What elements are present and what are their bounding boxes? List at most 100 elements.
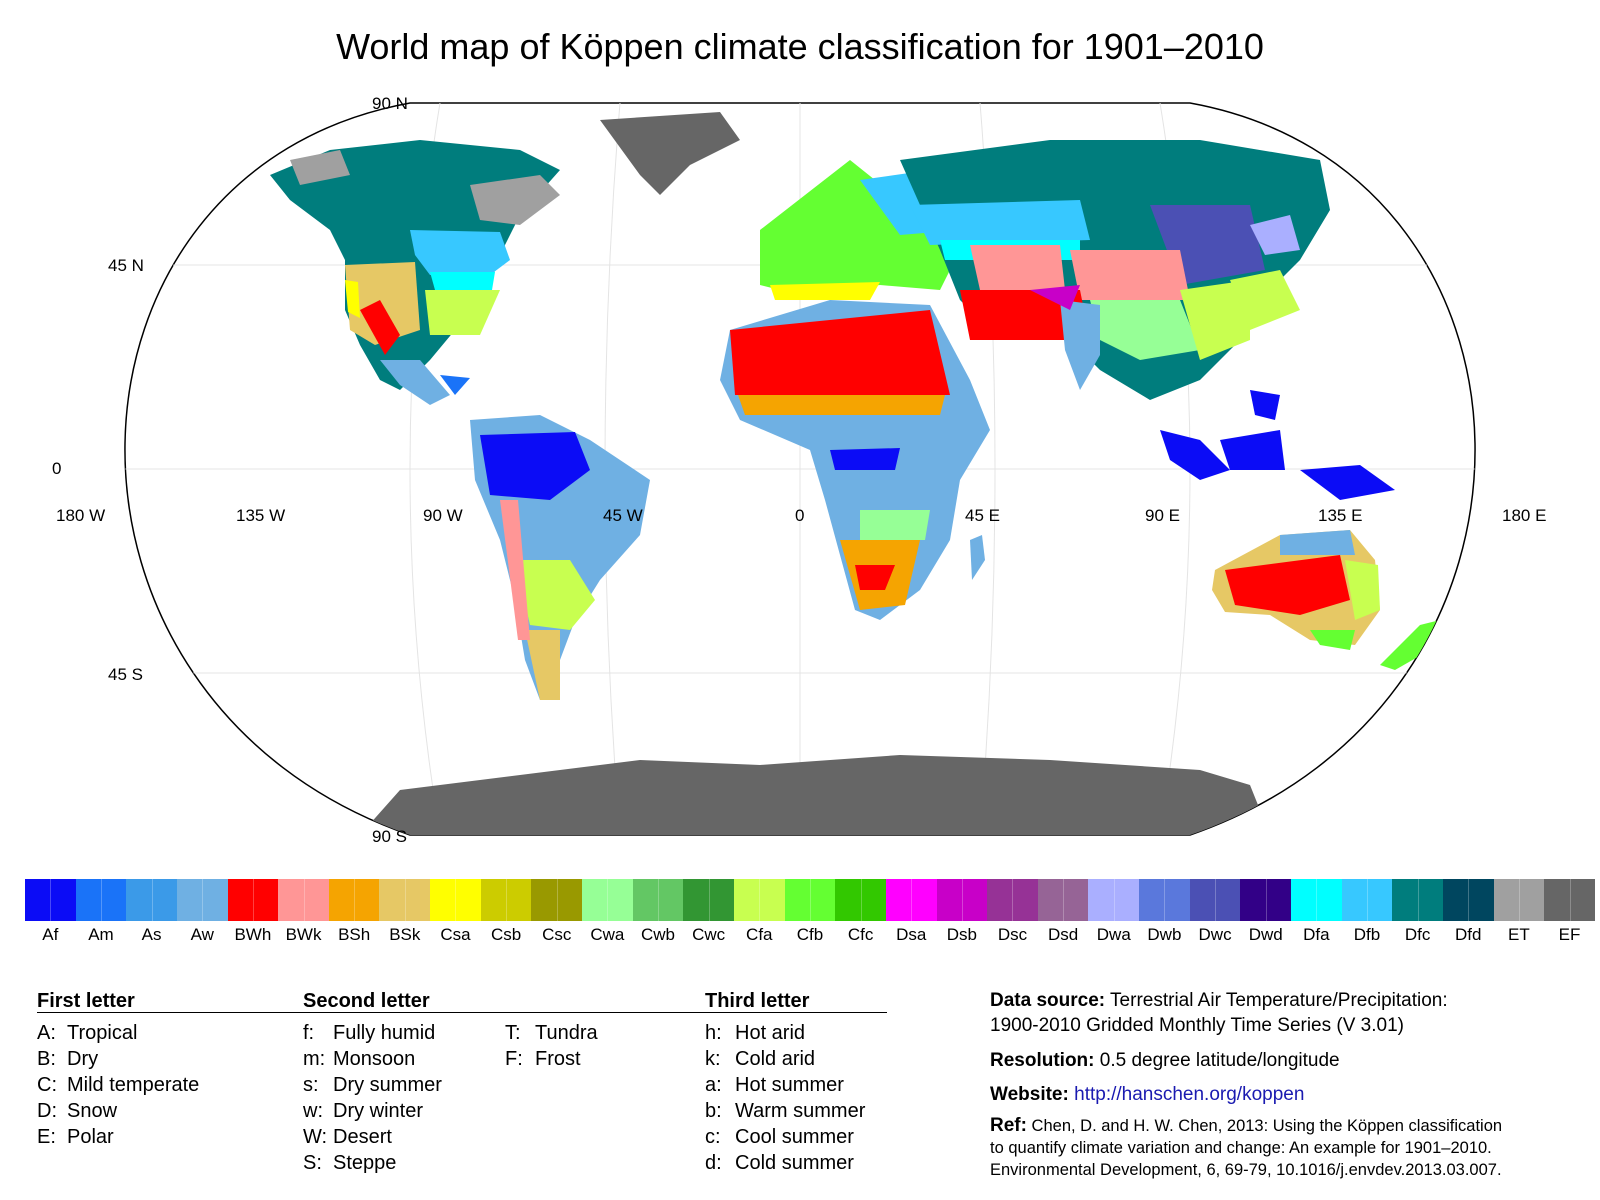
legend-key: E:	[37, 1126, 56, 1148]
legend-entry: s: Dry summer	[303, 1072, 442, 1098]
website-label: Website:	[990, 1084, 1069, 1105]
data-source-label: Data source:	[990, 990, 1106, 1011]
ref-line-3: Environmental Development, 6, 69-79, 10.…	[990, 1161, 1502, 1179]
colorbar-label-af: Af	[42, 925, 59, 944]
colorbar-swatch-et	[1493, 879, 1545, 921]
colorbar-swatch-bwk	[278, 879, 329, 921]
colorbar-swatch-as	[126, 879, 177, 921]
legend-entry: k: Cold arid	[705, 1046, 865, 1072]
legend-text: Polar	[67, 1126, 114, 1148]
colorbar-swatch-dfd	[1442, 879, 1494, 921]
colorbar-label-dwb: Dwb	[1147, 925, 1182, 944]
world-map: 90 N 45 N 0 45 S 90 S 180 W 135 W 90 W 4…	[52, 94, 1546, 846]
colorbar-label-cfc: Cfc	[847, 925, 874, 944]
legend-entry: m: Monsoon	[303, 1046, 442, 1072]
data-source-text: Terrestrial Air Temperature/Precipitatio…	[1110, 990, 1448, 1011]
colorbar-swatch-dsc	[987, 879, 1038, 921]
legend-entry: E: Polar	[37, 1124, 199, 1150]
colorbar-swatch-bwh	[227, 879, 279, 921]
colorbar-swatch-dsa	[885, 879, 937, 921]
legend-entry: W: Desert	[303, 1124, 442, 1150]
colorbar-swatch-am	[75, 879, 127, 921]
legend-key: m:	[303, 1048, 326, 1070]
legend-key: C:	[37, 1074, 57, 1096]
colorbar-swatch-dfa	[1291, 879, 1342, 921]
legend-text: Frost	[535, 1048, 581, 1070]
lon-label: 45 E	[965, 506, 1000, 525]
colorbar-label-dwc: Dwc	[1198, 925, 1232, 944]
lat-label-90n: 90 N	[372, 94, 408, 113]
europe	[760, 160, 960, 295]
colorbar-swatch-ef	[1544, 879, 1595, 921]
colorbar-label-dfb: Dfb	[1353, 925, 1381, 944]
legend-key: T:	[505, 1022, 521, 1044]
legend-entry: a: Hot summer	[705, 1072, 865, 1098]
colorbar-label-ef: EF	[1558, 925, 1581, 944]
colorbar-swatch-dwc	[1189, 879, 1241, 921]
ref-label: Ref:	[990, 1115, 1027, 1136]
colorbar-label-csa: Csa	[440, 925, 471, 944]
map-title: World map of Köppen climate classificati…	[336, 26, 1264, 67]
resolution-text: 0.5 degree latitude/longitude	[1099, 1050, 1340, 1071]
legend-second-letter: Second letter f: Fully humid m: Monsoon s:…	[303, 988, 442, 1176]
colorbar-swatch-csa	[430, 879, 481, 921]
legend-entry: T: Tundra	[505, 1020, 598, 1046]
lat-label-eq: 0	[52, 459, 61, 478]
colorbar-label-dfc: Dfc	[1404, 925, 1431, 944]
legend-text: Cool summer	[735, 1126, 854, 1148]
colorbar-swatch-dwa	[1088, 879, 1140, 921]
colorbar-swatch-bsk	[379, 879, 431, 921]
lon-label: 90 W	[423, 506, 463, 525]
colorbar-swatch-cwb	[632, 879, 684, 921]
colorbar-label-cfb: Cfb	[796, 925, 824, 944]
legend-text: Dry summer	[333, 1074, 442, 1096]
colorbar-swatch-dwb	[1139, 879, 1190, 921]
colorbar-swatch-cwa	[582, 879, 633, 921]
lon-label: 135 W	[236, 506, 285, 525]
legend-key: D:	[37, 1100, 57, 1122]
colorbar-label-dwd: Dwd	[1248, 925, 1283, 944]
legend-text: Snow	[67, 1100, 118, 1122]
greenland	[600, 112, 740, 195]
legend-entry: f: Fully humid	[303, 1020, 442, 1046]
legend-text: Tropical	[67, 1022, 138, 1044]
colorbar-swatch-dfc	[1392, 879, 1443, 921]
legend-entry: A: Tropical	[37, 1020, 199, 1046]
legend-key: A:	[37, 1022, 56, 1044]
website: Website: http://hanschen.org/koppen	[990, 1082, 1304, 1107]
legend-divider	[37, 1012, 887, 1013]
legend-first-letter: First letter A: Tropical B: Dry C: Mild tem…	[37, 988, 199, 1150]
colorbar-swatch-cfc	[835, 879, 886, 921]
colorbar-label-aw: Aw	[190, 925, 214, 944]
colorbar-swatch-dsb	[936, 879, 988, 921]
legend-entry: w: Dry winter	[303, 1098, 442, 1124]
colorbar-label-bwk: BWk	[285, 925, 322, 944]
lon-label: 45 W	[603, 506, 643, 525]
legend-entry: B: Dry	[37, 1046, 199, 1072]
legend-heading: First letter	[37, 990, 135, 1012]
website-link[interactable]: http://hanschen.org/koppen	[1074, 1084, 1305, 1105]
legend-third-letter: Third letter h: Hot arid k: Cold arid a: Ho…	[705, 988, 865, 1176]
legend-key: S:	[303, 1152, 322, 1174]
legend-text: Cold arid	[735, 1048, 816, 1070]
colorbar-label-dsa: Dsa	[896, 925, 927, 944]
legend-entry: F: Frost	[505, 1046, 598, 1072]
colorbar-swatch-cfb	[784, 879, 836, 921]
colorbar-swatch-dwd	[1240, 879, 1292, 921]
data-source: Data source: Terrestrial Air Temperature…	[990, 988, 1448, 1038]
legend-key: k:	[705, 1048, 721, 1070]
legend-key: f:	[303, 1022, 315, 1044]
legend-text: Fully humid	[333, 1022, 436, 1044]
legend-entry: h: Hot arid	[705, 1020, 865, 1046]
continents	[270, 112, 1440, 835]
legend-text: Warm summer	[735, 1100, 866, 1122]
legend-key: w:	[303, 1100, 323, 1122]
colorbar-label-cwc: Cwc	[692, 925, 726, 944]
legend-key: d:	[705, 1152, 722, 1174]
legend-entry: d: Cold summer	[705, 1150, 865, 1176]
legend-text: Dry winter	[333, 1100, 424, 1122]
colorbar-label-csb: Csb	[490, 925, 522, 944]
colorbar-label-et: ET	[1508, 925, 1530, 944]
colorbar-swatch-aw	[176, 879, 228, 921]
colorbar-label-am: Am	[88, 925, 114, 944]
